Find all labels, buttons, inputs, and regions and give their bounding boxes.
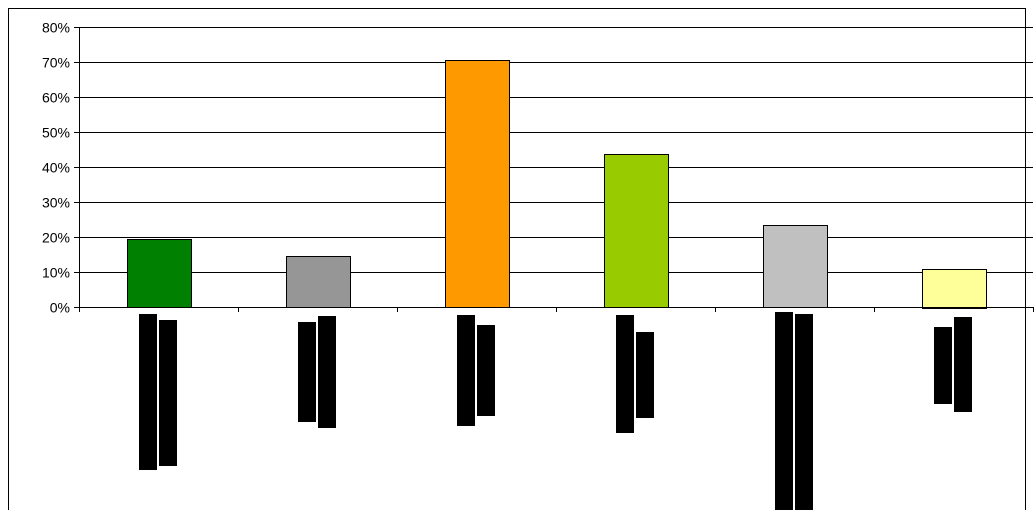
bar xyxy=(604,154,669,308)
axes xyxy=(74,27,1034,312)
y-tick-label: 0% xyxy=(50,300,70,316)
redacted-category-label xyxy=(775,312,793,510)
bar xyxy=(922,269,987,309)
y-tick-label: 50% xyxy=(42,125,70,141)
y-tick-label: 20% xyxy=(42,230,70,246)
y-tick-label: 60% xyxy=(42,90,70,106)
redacted-category-label xyxy=(636,332,654,418)
redacted-category-label xyxy=(954,317,972,412)
bar xyxy=(286,256,351,308)
redacted-category-label xyxy=(318,316,336,428)
redacted-category-label xyxy=(934,327,952,404)
redacted-category-label xyxy=(139,314,157,470)
y-tick-label: 10% xyxy=(42,265,70,281)
bar xyxy=(127,239,192,308)
redacted-category-label xyxy=(477,325,495,416)
chart-border xyxy=(8,8,1026,510)
redacted-category-label xyxy=(457,315,475,426)
gridlines xyxy=(79,27,1033,308)
redacted-category-label xyxy=(298,322,316,422)
y-tick-label: 30% xyxy=(42,195,70,211)
redacted-category-label xyxy=(616,315,634,433)
y-tick-label: 80% xyxy=(42,20,70,36)
y-tick-label: 70% xyxy=(42,55,70,71)
bar xyxy=(445,60,510,308)
y-tick-labels: 0% 10% 20% 30% 40% 50% 60% 70% 80% xyxy=(42,20,70,316)
redacted-category-label xyxy=(159,320,177,466)
x-category-labels xyxy=(139,312,972,510)
redacted-category-label xyxy=(795,314,813,510)
bar xyxy=(763,225,828,308)
y-tick-label: 40% xyxy=(42,160,70,176)
